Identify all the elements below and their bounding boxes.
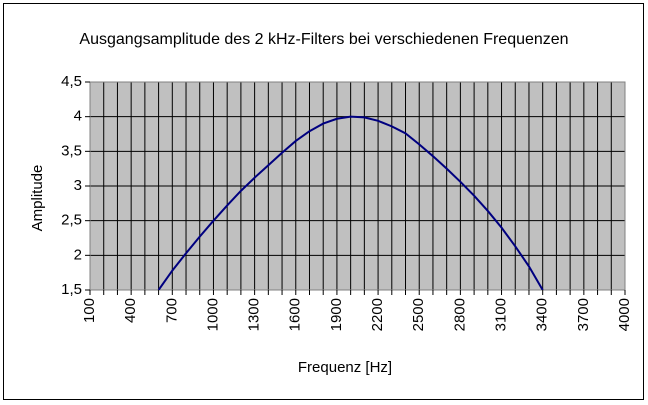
x-tick-label: 2200 — [369, 298, 386, 331]
x-tick-label: 400 — [122, 298, 139, 323]
x-tick-label: 100 — [81, 298, 98, 323]
chart-title: Ausgangsamplitude des 2 kHz-Filters bei … — [79, 31, 568, 48]
x-tick-label: 4000 — [616, 298, 633, 331]
x-tick-label: 3400 — [534, 298, 551, 331]
x-tick-label: 2800 — [451, 298, 468, 331]
x-tick-label: 1600 — [287, 298, 304, 331]
y-tick-label: 3 — [74, 177, 82, 194]
y-axis-title: Amplitude — [29, 165, 46, 232]
y-tick-label: 2,5 — [61, 212, 82, 229]
y-tick-label: 4 — [74, 108, 82, 125]
x-tick-label: 700 — [163, 298, 180, 323]
y-tick-label: 1,5 — [61, 281, 82, 298]
series-line — [157, 115, 544, 290]
x-tick-label: 3700 — [575, 298, 592, 331]
y-tick-label: 3,5 — [61, 142, 82, 159]
plot-area — [89, 81, 626, 291]
y-tick-label: 4,5 — [61, 73, 82, 90]
x-tick-label: 1000 — [204, 298, 221, 331]
x-tick-label: 2500 — [410, 298, 427, 331]
x-axis-title: Frequenz [Hz] — [298, 359, 392, 376]
x-tick-label: 1900 — [328, 298, 345, 331]
x-tick-label: 1300 — [246, 298, 263, 331]
x-tick-label: 3100 — [493, 298, 510, 331]
y-tick-label: 2 — [74, 246, 82, 263]
